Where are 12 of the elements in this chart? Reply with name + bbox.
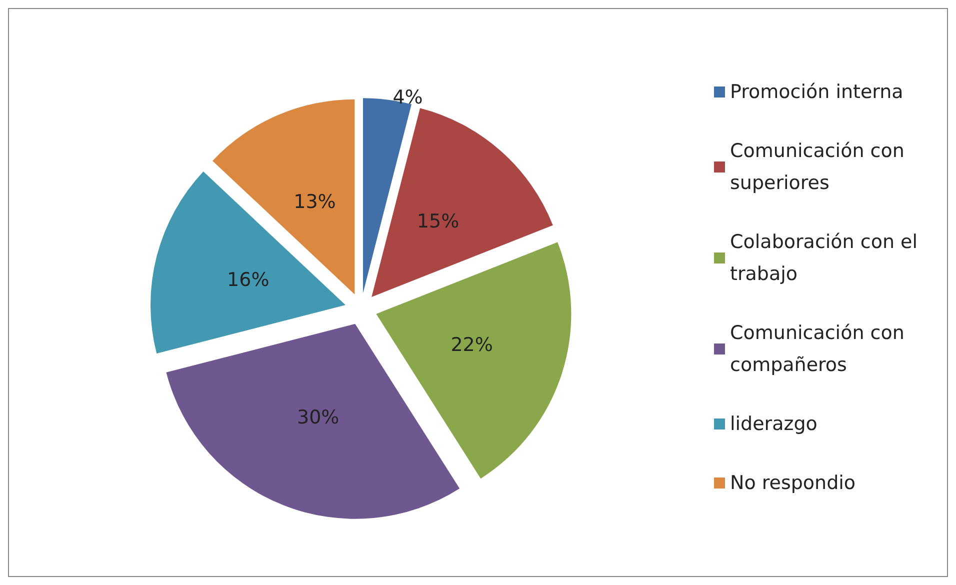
data-label: 4% (392, 86, 423, 109)
data-label: 15% (416, 210, 460, 233)
data-label: 16% (227, 269, 270, 292)
data-label: 13% (294, 191, 336, 214)
legend-label: Promoción interna (730, 81, 904, 103)
legend-label: Comunicación con compañeros (730, 322, 910, 376)
legend-label: No respondio (730, 472, 856, 494)
legend-label: liderazgo (730, 413, 818, 435)
data-label: 30% (296, 406, 340, 428)
legend-label: Comunicación con superiores (730, 140, 910, 194)
data-label: 22% (450, 334, 493, 356)
legend-label: Colaboración con el trabajo (730, 231, 924, 285)
